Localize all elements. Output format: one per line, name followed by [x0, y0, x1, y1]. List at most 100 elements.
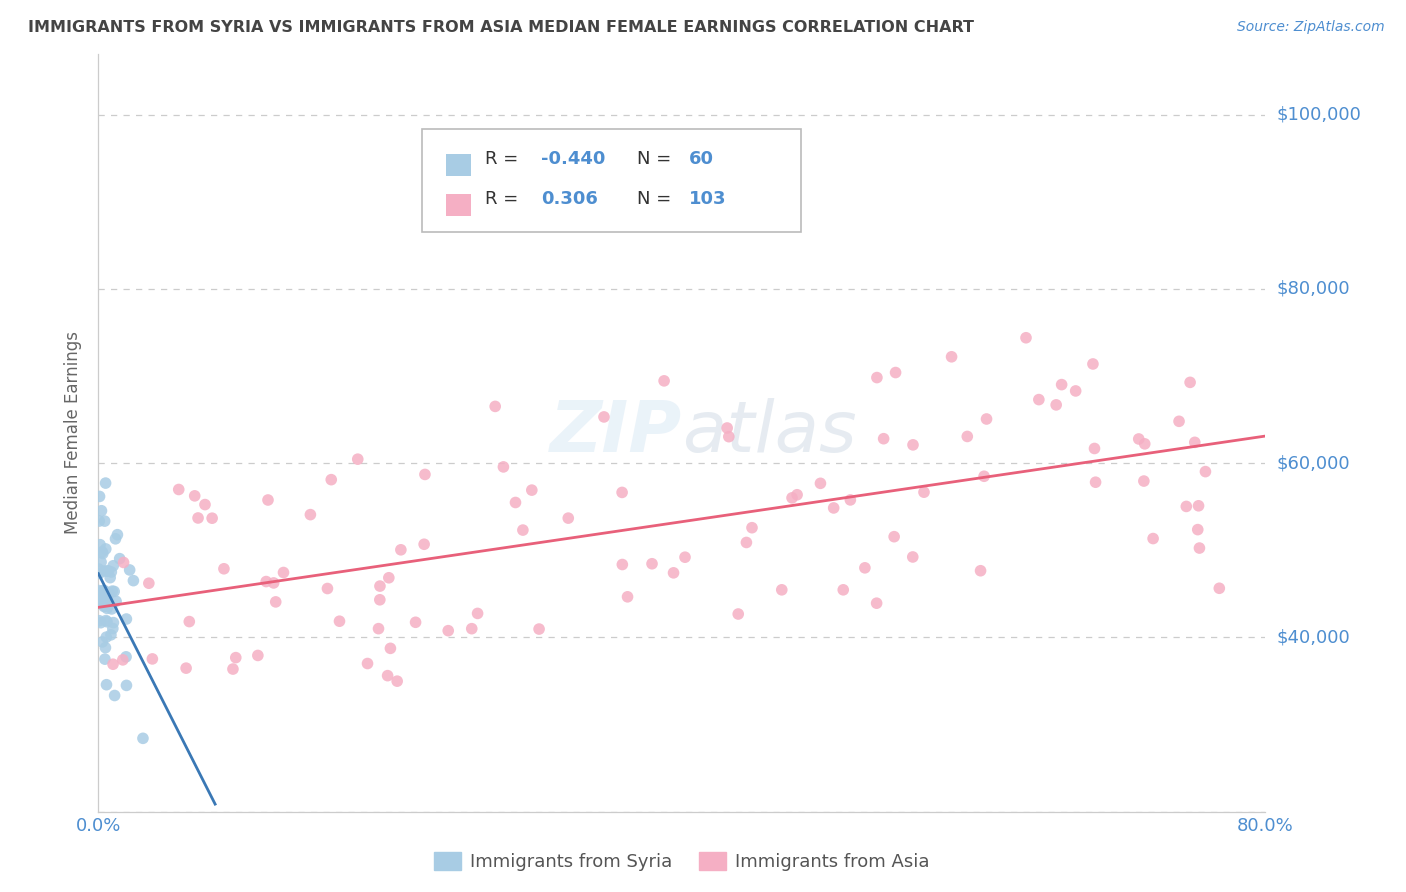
Point [96, 591, 118, 605]
Point [94, 541, 117, 556]
Point [727, 607, 749, 621]
Point [167, 483, 190, 497]
Point [89, 538, 111, 552]
Point [316, 582, 339, 596]
Point [94, 614, 117, 628]
Point [901, 438, 924, 452]
Point [101, 657, 124, 672]
Point [105, 594, 128, 608]
Point [1015, 331, 1038, 345]
Point [96, 564, 118, 578]
Point [941, 350, 963, 364]
Point [103, 615, 125, 630]
Point [257, 493, 280, 508]
Point [346, 452, 368, 467]
Text: R =: R = [485, 190, 524, 208]
Point [93, 583, 115, 598]
Point [93, 514, 115, 528]
Point [839, 492, 862, 507]
Text: $60,000: $60,000 [1277, 454, 1350, 472]
Point [299, 508, 322, 522]
Point [1128, 432, 1150, 446]
Point [1208, 581, 1230, 595]
Text: 0.306: 0.306 [541, 190, 598, 208]
Point [100, 602, 122, 616]
Point [610, 485, 633, 500]
Point [1178, 376, 1201, 390]
Point [1133, 474, 1156, 488]
Point [222, 662, 245, 676]
Text: -0.440: -0.440 [541, 150, 606, 168]
Point [100, 565, 122, 579]
Point [901, 549, 924, 564]
Text: ZIP: ZIP [550, 398, 682, 467]
Point [557, 511, 579, 525]
Point [853, 561, 876, 575]
Point [1187, 523, 1209, 537]
Point [115, 612, 138, 626]
Point [641, 557, 664, 571]
Point [141, 652, 163, 666]
Point [93, 590, 115, 604]
Point [96, 601, 118, 615]
Point [98, 586, 121, 600]
Point [91, 547, 114, 561]
Point [413, 537, 436, 551]
Point [87, 562, 110, 576]
Point [780, 491, 803, 505]
Point [1083, 442, 1105, 456]
Point [103, 584, 125, 599]
Point [183, 489, 205, 503]
Point [872, 432, 894, 446]
Point [1184, 435, 1206, 450]
Point [741, 521, 763, 535]
Point [89, 490, 111, 504]
Point [101, 622, 124, 636]
Point [179, 615, 201, 629]
Point [97, 599, 120, 613]
Text: N =: N = [637, 190, 676, 208]
Point [716, 421, 738, 435]
Point [1133, 437, 1156, 451]
Point [616, 590, 638, 604]
Text: $40,000: $40,000 [1277, 629, 1350, 647]
Point [520, 483, 543, 497]
Text: 60: 60 [689, 150, 714, 168]
Point [1142, 532, 1164, 546]
Point [104, 532, 127, 546]
Point [212, 562, 235, 576]
Point [96, 678, 118, 692]
Point [823, 500, 845, 515]
Point [112, 556, 135, 570]
Point [103, 558, 125, 573]
Point [104, 689, 127, 703]
Point [484, 400, 506, 414]
Point [263, 576, 285, 591]
Point [1045, 398, 1067, 412]
Point [93, 595, 115, 609]
Point [1064, 384, 1087, 398]
Text: 103: 103 [689, 190, 727, 208]
Text: IMMIGRANTS FROM SYRIA VS IMMIGRANTS FROM ASIA MEDIAN FEMALE EARNINGS CORRELATION: IMMIGRANTS FROM SYRIA VS IMMIGRANTS FROM… [28, 20, 974, 35]
Point [1194, 465, 1216, 479]
Point [786, 488, 808, 502]
Point [662, 566, 685, 580]
Text: $100,000: $100,000 [1277, 105, 1361, 123]
Text: R =: R = [485, 150, 524, 168]
Point [93, 599, 115, 614]
Point [956, 429, 979, 443]
Point [367, 622, 389, 636]
Point [90, 555, 112, 569]
Point [91, 595, 114, 609]
Point [1188, 541, 1211, 555]
Point [377, 668, 399, 682]
Point [93, 583, 115, 598]
Point [94, 584, 117, 599]
Point [356, 657, 378, 671]
Point [969, 564, 991, 578]
Point [492, 459, 515, 474]
Point [1084, 475, 1107, 490]
Point [612, 558, 634, 572]
Point [107, 527, 129, 541]
Point [527, 622, 550, 636]
